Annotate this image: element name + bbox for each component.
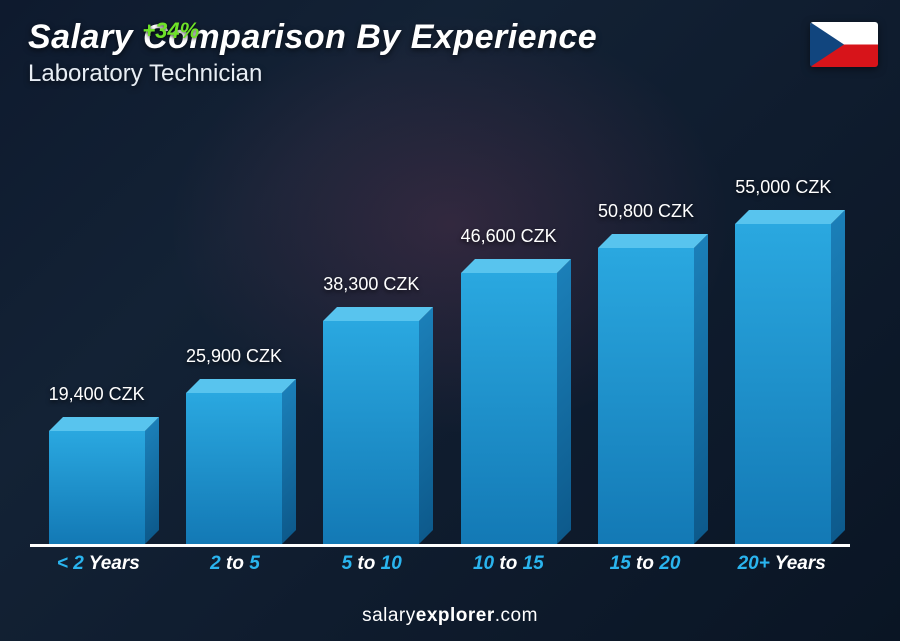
category-label: 20+ Years xyxy=(713,547,850,581)
bar-top-face xyxy=(735,210,845,224)
bar: 55,000 CZK xyxy=(735,224,831,544)
bar-side xyxy=(557,259,571,544)
footer-bold: explorer xyxy=(416,605,495,626)
bar-top-face xyxy=(598,234,708,248)
categories-container: < 2 Years2 to 55 to 1010 to 1515 to 2020… xyxy=(30,547,850,581)
bar-wrap: 25,900 CZK xyxy=(167,393,300,544)
stage: Salary Comparison By Experience Laborato… xyxy=(0,0,900,641)
bar-front xyxy=(598,248,694,544)
bar-value-label: 55,000 CZK xyxy=(735,177,831,198)
bar-wrap: 55,000 CZK xyxy=(717,224,850,544)
bar-top-face xyxy=(49,417,159,431)
category-label: 2 to 5 xyxy=(167,547,304,581)
bar-value-label: 46,600 CZK xyxy=(461,226,557,247)
bar-side xyxy=(831,210,845,544)
category-label: 10 to 15 xyxy=(440,547,577,581)
bar-top-face xyxy=(186,379,296,393)
bar-front xyxy=(49,431,145,544)
bar-front xyxy=(186,393,282,544)
footer-prefix: salary xyxy=(362,605,416,626)
bars-container: 19,400 CZK 25,900 CZK 38,300 CZK 46,600 CZK… xyxy=(30,100,850,544)
bar: 50,800 CZK xyxy=(598,248,694,544)
bar-front xyxy=(461,273,557,544)
bar-value-label: 50,800 CZK xyxy=(598,201,694,222)
chart-area: 19,400 CZK 25,900 CZK 38,300 CZK 46,600 CZK… xyxy=(30,100,850,581)
bar-top-face xyxy=(323,307,433,321)
bar-top-face xyxy=(461,259,571,273)
bar-value-label: 25,900 CZK xyxy=(186,346,282,367)
bar-side xyxy=(694,234,708,544)
footer-credit: salaryexplorer.com xyxy=(0,605,900,627)
bar-front xyxy=(735,224,831,544)
bar: 25,900 CZK xyxy=(186,393,282,544)
bar-value-label: 38,300 CZK xyxy=(323,274,419,295)
bar-side xyxy=(282,379,296,544)
bar-value-label: 19,400 CZK xyxy=(49,384,145,405)
bar: 19,400 CZK xyxy=(49,431,145,544)
bar-front xyxy=(323,321,419,544)
chart-subtitle: Laboratory Technician xyxy=(28,60,262,88)
flag-czech xyxy=(810,22,878,67)
growth-arc-label: +34% xyxy=(142,18,199,44)
bar-wrap: 50,800 CZK xyxy=(579,248,712,544)
bar-side xyxy=(419,307,433,544)
bar-side xyxy=(145,417,159,544)
bar-wrap: 38,300 CZK xyxy=(305,321,438,544)
bar-wrap: 19,400 CZK xyxy=(30,431,163,544)
bar: 46,600 CZK xyxy=(461,273,557,544)
bar: 38,300 CZK xyxy=(323,321,419,544)
category-label: 5 to 10 xyxy=(303,547,440,581)
footer-suffix: .com xyxy=(495,605,538,626)
category-label: 15 to 20 xyxy=(577,547,714,581)
chart-title: Salary Comparison By Experience xyxy=(28,18,597,57)
category-label: < 2 Years xyxy=(30,547,167,581)
bar-wrap: 46,600 CZK xyxy=(442,273,575,544)
